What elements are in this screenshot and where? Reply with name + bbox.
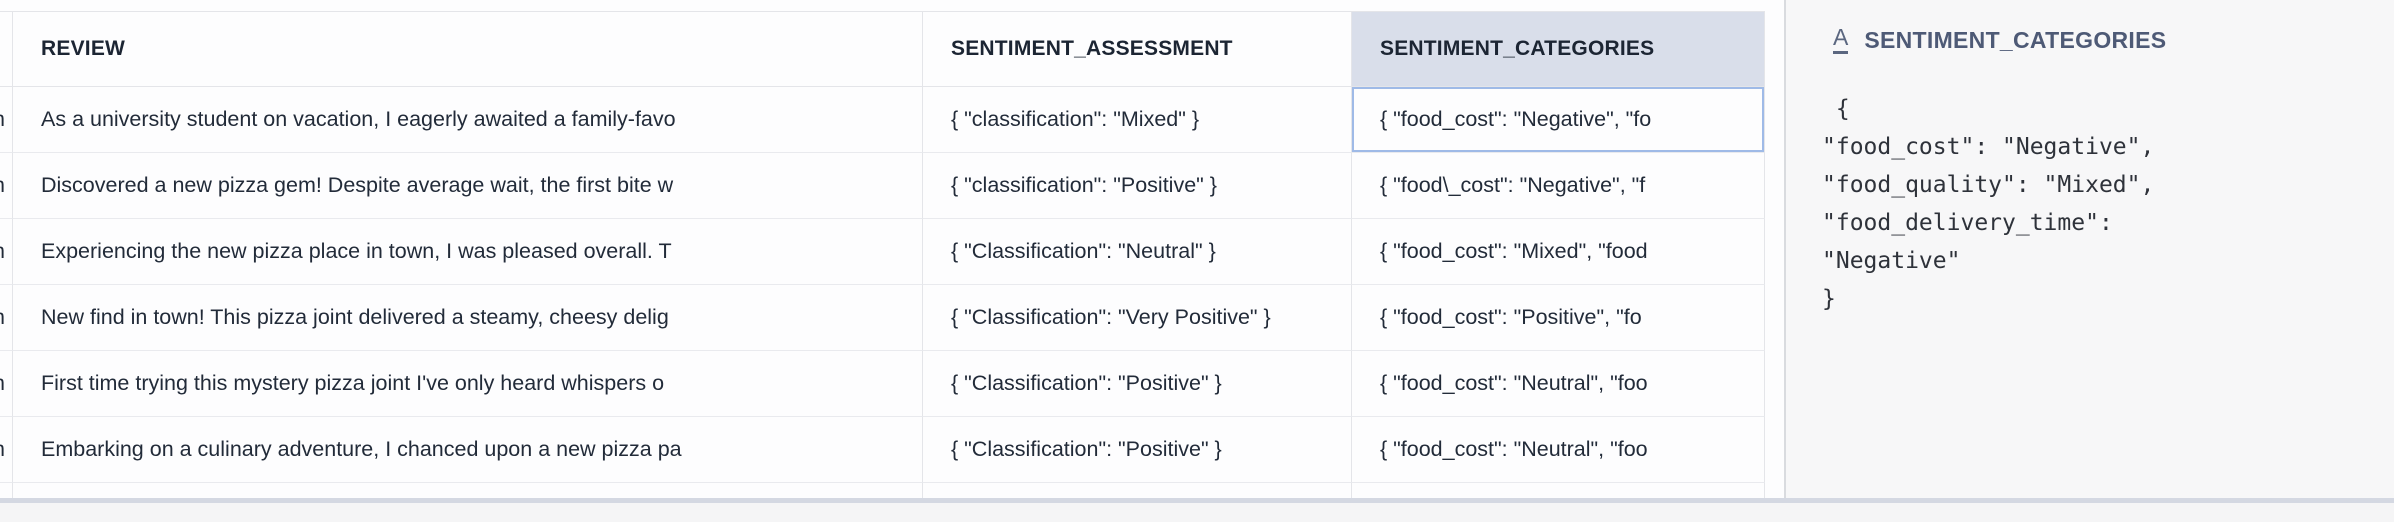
clipped-cell: n: [0, 285, 13, 351]
horizontal-scrollbar-track[interactable]: [0, 498, 2394, 503]
review-cell[interactable]: As a university student on vacation, I e…: [13, 87, 923, 153]
sentiment-assessment-cell: [923, 483, 1352, 499]
panel-divider[interactable]: [1784, 0, 1786, 498]
table-row: n New find in town! This pizza joint del…: [0, 285, 1765, 351]
cell-detail-header: A SENTIMENT_CATEGORIES: [1822, 26, 2374, 54]
review-cell[interactable]: Embarking on a culinary adventure, I cha…: [13, 417, 923, 483]
review-cell[interactable]: Discovered a new pizza gem! Despite aver…: [13, 153, 923, 219]
string-type-icon: A: [1833, 26, 1849, 54]
sentiment-categories-cell[interactable]: { "food_cost": "Mixed", "food: [1352, 219, 1765, 285]
column-header-sentiment-assessment[interactable]: SENTIMENT_ASSESSMENT: [923, 12, 1352, 87]
sentiment-categories-cell[interactable]: { "food\_cost": "Negative", "f: [1352, 153, 1765, 219]
cell-detail-column-title: SENTIMENT_CATEGORIES: [1864, 26, 2167, 53]
cell-value-json[interactable]: { "food_cost": "Negative", "food_quality…: [1822, 96, 2155, 312]
results-grid-area: REVIEW SENTIMENT_ASSESSMENT SENTIMENT_CA…: [0, 11, 1765, 499]
sentiment-assessment-cell[interactable]: { "Classification": "Positive" }: [923, 351, 1352, 417]
footer-area: [0, 503, 2394, 522]
table-row: n Embarking on a culinary adventure, I c…: [0, 417, 1765, 483]
review-cell[interactable]: New find in town! This pizza joint deliv…: [13, 285, 923, 351]
clipped-cell: [0, 483, 13, 499]
table-row: n Experiencing the new pizza place in to…: [0, 219, 1765, 285]
sentiment-categories-cell[interactable]: { "food_cost": "Positive", "fo: [1352, 285, 1765, 351]
sentiment-assessment-cell[interactable]: { "classification": "Mixed" }: [923, 87, 1352, 153]
clipped-cell: n: [0, 219, 13, 285]
table-row: n First time trying this mystery pizza j…: [0, 351, 1765, 417]
table-row-partial: [0, 483, 1765, 499]
clipped-text: n: [0, 371, 5, 396]
cell-detail-panel: A SENTIMENT_CATEGORIES { "food_cost": "N…: [1786, 0, 2394, 498]
review-cell[interactable]: First time trying this mystery pizza joi…: [13, 351, 923, 417]
column-header-sentiment-categories[interactable]: SENTIMENT_CATEGORIES: [1352, 12, 1765, 87]
sentiment-categories-cell-selected[interactable]: { "food_cost": "Negative", "fo: [1352, 87, 1765, 153]
review-cell: [13, 483, 923, 499]
clipped-text: n: [0, 305, 5, 330]
clipped-text: n: [0, 107, 5, 132]
results-table: REVIEW SENTIMENT_ASSESSMENT SENTIMENT_CA…: [0, 11, 1765, 499]
clipped-cell: n: [0, 153, 13, 219]
table-header-row: REVIEW SENTIMENT_ASSESSMENT SENTIMENT_CA…: [0, 12, 1765, 87]
sentiment-categories-cell[interactable]: { "food_cost": "Neutral", "foo: [1352, 417, 1765, 483]
sentiment-assessment-cell[interactable]: { "Classification": "Positive" }: [923, 417, 1352, 483]
column-header-review[interactable]: REVIEW: [13, 12, 923, 87]
clipped-cell: n: [0, 87, 13, 153]
clipped-text: n: [0, 437, 5, 462]
clipped-cell: n: [0, 351, 13, 417]
clipped-column-header: [0, 12, 13, 87]
sentiment-categories-cell[interactable]: { "food_cost": "Neutral", "foo: [1352, 351, 1765, 417]
sentiment-assessment-cell[interactable]: { "classification": "Positive" }: [923, 153, 1352, 219]
table-row: n Discovered a new pizza gem! Despite av…: [0, 153, 1765, 219]
clipped-text: n: [0, 239, 5, 264]
sentiment-assessment-cell[interactable]: { "Classification": "Neutral" }: [923, 219, 1352, 285]
sentiment-categories-cell: [1352, 483, 1765, 499]
clipped-cell: n: [0, 417, 13, 483]
clipped-text: n: [0, 173, 5, 198]
sentiment-assessment-cell[interactable]: { "Classification": "Very Positive" }: [923, 285, 1352, 351]
table-row: n As a university student on vacation, I…: [0, 87, 1765, 153]
review-cell[interactable]: Experiencing the new pizza place in town…: [13, 219, 923, 285]
